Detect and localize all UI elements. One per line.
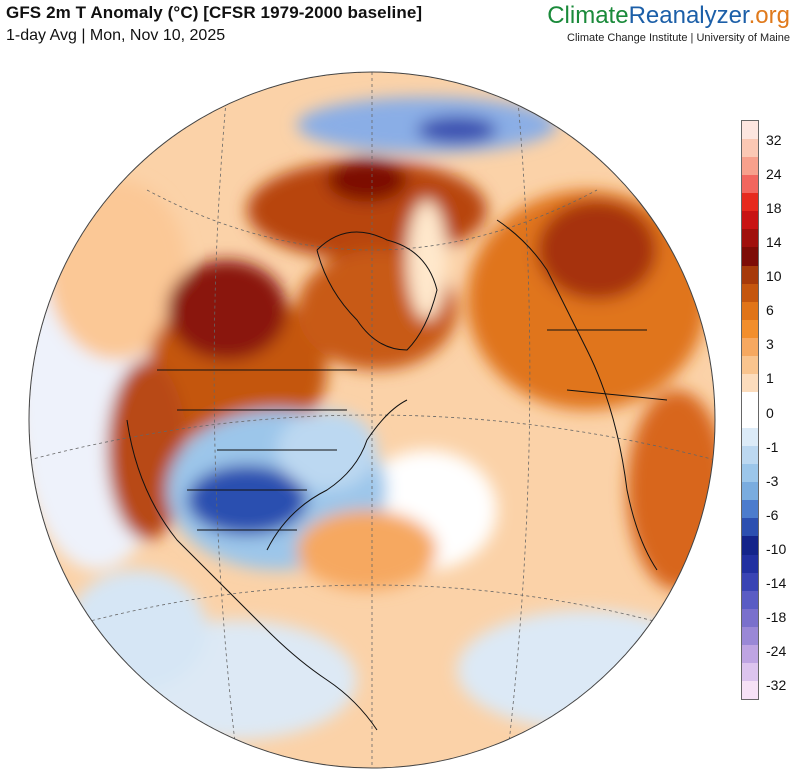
- colorbar-swatch: [742, 193, 758, 212]
- colorbar-swatch: [742, 175, 758, 194]
- colorbar-swatch: [742, 229, 758, 248]
- colorbar-swatch: [742, 518, 758, 537]
- colorbar-swatch: [742, 373, 758, 392]
- colorbar-tick-label: 32: [766, 132, 782, 148]
- colorbar-tick-label: -6: [766, 506, 779, 523]
- colorbar-tick-label: 6: [766, 302, 774, 319]
- globe-outline: [28, 71, 716, 769]
- map-title: GFS 2m T Anomaly (°C) [CFSR 1979-2000 ba…: [6, 3, 423, 22]
- colorbar-swatch: [742, 319, 758, 338]
- colorbar-swatch: [742, 247, 758, 266]
- colorbar-swatch: [742, 265, 758, 284]
- colorbar-swatch: [742, 355, 758, 374]
- colorbar-tick-label: 3: [766, 336, 774, 353]
- arctic-cold-core: [417, 116, 497, 144]
- colorbar-tick-label: 14: [766, 234, 782, 251]
- colorbar-swatch: [742, 139, 758, 158]
- colorbar-swatch: [742, 464, 758, 483]
- colorbar-swatch: [742, 680, 758, 699]
- greenland-sea-neutral: [407, 200, 447, 320]
- brand-name-part1: Climate: [547, 2, 629, 29]
- west-atlantic-warm: [297, 510, 437, 590]
- colorbar-tick-label: 1: [766, 370, 774, 387]
- colorbar-swatch: [742, 554, 758, 573]
- brand-name: ClimateReanalyzer.org: [547, 2, 790, 30]
- colorbar-tick-label: 24: [766, 166, 782, 183]
- colorbar-tick-label: 10: [766, 268, 782, 285]
- colorbar-tick-label: -24: [766, 642, 787, 659]
- colorbar-tick-label: -32: [766, 677, 787, 693]
- colorbar-tick-label: 0: [766, 404, 774, 421]
- colorbar-swatch: [742, 572, 758, 591]
- globe-svg: [28, 71, 716, 769]
- colorbar-swatch: [742, 410, 758, 429]
- arctic-hot-core: [327, 158, 407, 202]
- africa-cool-region: [457, 610, 715, 730]
- colorbar-swatch: [742, 283, 758, 302]
- map-subtitle: 1-day Avg | Mon, Nov 10, 2025: [6, 27, 226, 44]
- colorbar-tick-label: -3: [766, 472, 779, 489]
- colorbar-swatch: [742, 211, 758, 230]
- graticule: [29, 72, 715, 768]
- brand-logo[interactable]: ClimateReanalyzer.org Climate Change Ins…: [547, 2, 790, 44]
- colorbar-swatch: [742, 590, 758, 609]
- colorbar-tick-label: -10: [766, 540, 787, 557]
- colorbar-tick-label: -18: [766, 608, 787, 625]
- west-coast-warm: [107, 360, 187, 540]
- colorbar-tick-label: -1: [766, 438, 779, 455]
- brand-affiliation: Climate Change Institute | University of…: [567, 32, 790, 44]
- east-pacific-cool: [67, 570, 207, 690]
- colorbar-swatch: [742, 500, 758, 519]
- canada-hot-core: [167, 260, 287, 360]
- brand-name-part2: Reanalyzer: [628, 2, 749, 29]
- brand-name-part3: .org: [748, 2, 790, 29]
- colorbar-swatch: [742, 157, 758, 176]
- colorbar-swatch: [742, 536, 758, 555]
- colorbar-swatch: [742, 337, 758, 356]
- colorbar-swatch: [742, 446, 758, 465]
- anomaly-globe-map: [27, 70, 717, 770]
- colorbar-swatch: [742, 121, 758, 140]
- colorbar-swatch: [742, 626, 758, 645]
- colorbar-swatch: [742, 391, 758, 410]
- colorbar-swatch: [742, 301, 758, 320]
- coastlines: [126, 219, 668, 731]
- anomaly-colorbar: [741, 120, 759, 700]
- colorbar-tick-label: 18: [766, 200, 782, 217]
- colorbar-tick-label: -14: [766, 574, 787, 591]
- colorbar-swatch: [742, 662, 758, 681]
- colorbar-swatch: [742, 482, 758, 501]
- colorbar-swatch: [742, 644, 758, 663]
- colorbar-swatch: [742, 428, 758, 447]
- colorbar-swatch: [742, 608, 758, 627]
- europe-hot-core: [537, 200, 657, 300]
